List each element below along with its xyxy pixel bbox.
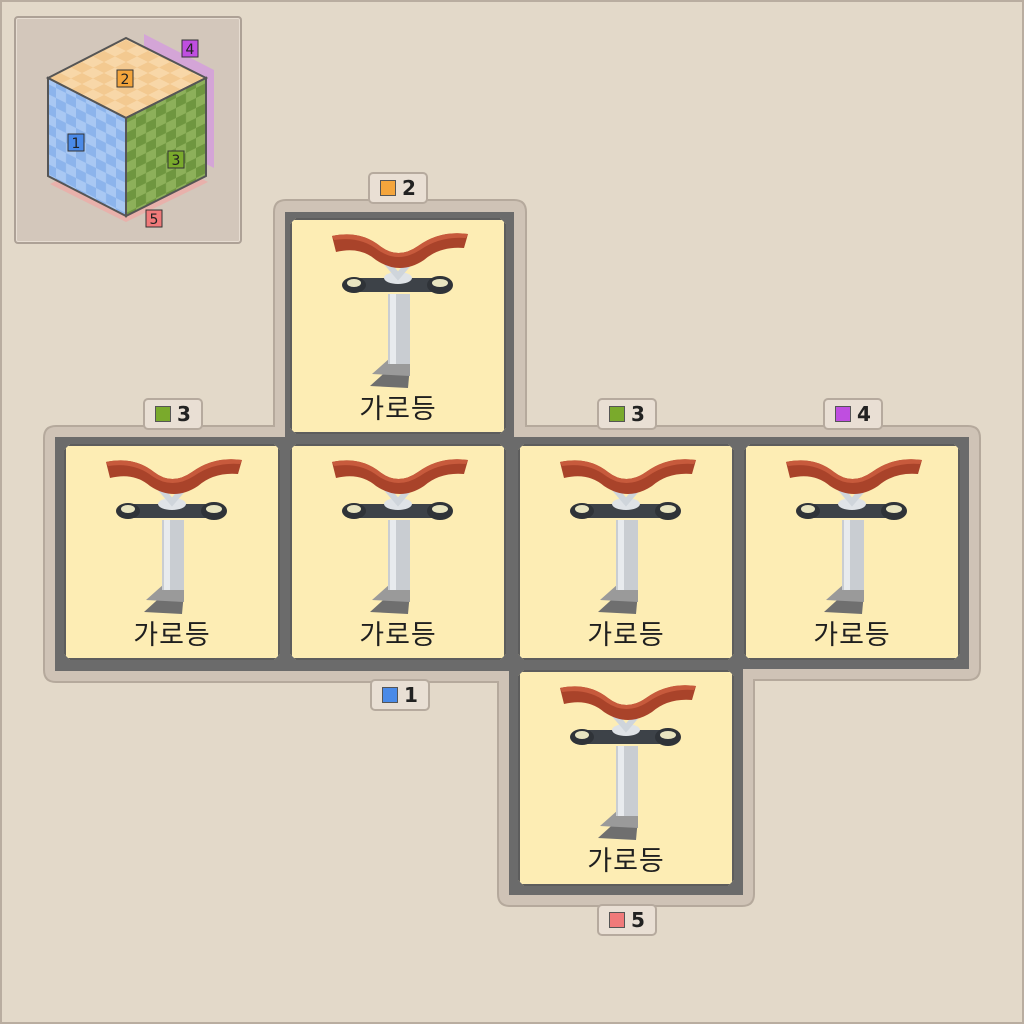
street-lamp-icon bbox=[560, 685, 696, 840]
face-number: 1 bbox=[404, 683, 418, 707]
cell-label: 가로등 bbox=[587, 620, 665, 651]
face-3 bbox=[125, 76, 207, 218]
face-label-2: 2 bbox=[116, 69, 134, 88]
net-cell-left[interactable]: 가로등 bbox=[64, 444, 280, 660]
cell-label: 가로등 bbox=[133, 620, 211, 651]
cell-label: 가로등 bbox=[359, 394, 437, 425]
cube-legend-panel: 4 2 1 3 5 bbox=[14, 16, 242, 244]
face-tag-right-top: 3 bbox=[597, 398, 657, 430]
face-label-1-text: 1 bbox=[72, 136, 81, 152]
face-label-1: 1 bbox=[67, 133, 85, 152]
face-number: 3 bbox=[631, 402, 645, 426]
face-label-4: 4 bbox=[181, 39, 199, 58]
face-color-swatch bbox=[382, 687, 399, 703]
cell-label: 가로등 bbox=[359, 620, 437, 651]
street-lamp-icon bbox=[560, 459, 696, 614]
street-lamp-icon bbox=[332, 459, 468, 614]
face-tag-top: 2 bbox=[368, 172, 428, 204]
face-label-4-text: 4 bbox=[186, 42, 195, 58]
face-tag-bottom: 5 bbox=[597, 904, 657, 936]
face-color-swatch bbox=[609, 912, 626, 928]
face-label-3: 3 bbox=[167, 150, 185, 169]
net-cell-far-right[interactable]: 가로등 bbox=[744, 444, 960, 660]
face-label-2-text: 2 bbox=[121, 72, 130, 88]
street-lamp-icon bbox=[332, 233, 468, 388]
face-label-5: 5 bbox=[145, 209, 163, 228]
face-color-swatch bbox=[835, 406, 852, 422]
face-number: 3 bbox=[177, 402, 191, 426]
cell-label: 가로등 bbox=[587, 846, 665, 877]
net-cell-center[interactable]: 가로등 bbox=[290, 444, 506, 660]
face-tag-far-right-top: 4 bbox=[823, 398, 883, 430]
face-number: 4 bbox=[857, 402, 871, 426]
cube-diagram: 4 2 1 3 5 bbox=[45, 34, 214, 228]
face-tag-center-bottom: 1 bbox=[370, 679, 430, 711]
face-color-swatch bbox=[609, 406, 626, 422]
net-cell-right[interactable]: 가로등 bbox=[518, 444, 734, 660]
face-number: 2 bbox=[402, 176, 416, 200]
face-label-3-text: 3 bbox=[172, 153, 181, 169]
face-color-swatch bbox=[380, 180, 397, 196]
face-tag-left-top: 3 bbox=[143, 398, 203, 430]
street-lamp-icon bbox=[106, 459, 242, 614]
street-lamp-icon bbox=[786, 459, 922, 614]
net-cell-bottom[interactable]: 가로등 bbox=[518, 670, 734, 886]
cell-label: 가로등 bbox=[813, 620, 891, 651]
face-number: 5 bbox=[631, 908, 645, 932]
face-color-swatch bbox=[155, 406, 172, 422]
net-cell-top[interactable]: 가로등 bbox=[290, 218, 506, 434]
face-label-5-text: 5 bbox=[150, 212, 159, 228]
